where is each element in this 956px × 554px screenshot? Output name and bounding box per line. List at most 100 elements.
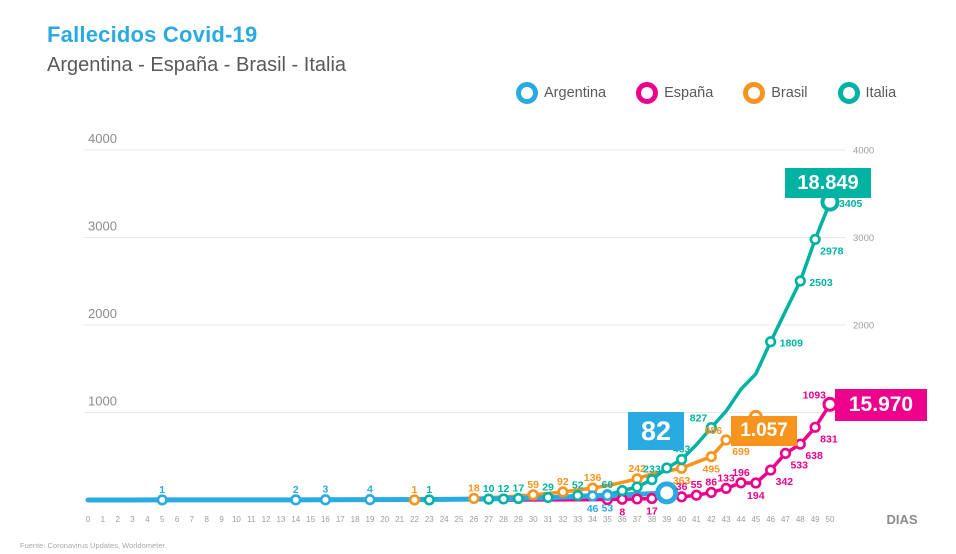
value-label-españa-36: 36: [676, 481, 688, 493]
value-label-italia-17: 17: [513, 483, 525, 495]
point-brasil-92: [557, 486, 569, 498]
x-axis-tick: 26: [469, 515, 478, 524]
point-argentina-end: [655, 481, 679, 505]
x-axis-tick: 32: [558, 515, 567, 524]
value-label-brasil-242: 242: [628, 463, 646, 475]
source-note: Fuente: Coronavirus Updates, Worldometer…: [20, 541, 167, 550]
italia-ring-icon: [837, 82, 860, 104]
point-brasil-495: [705, 451, 717, 463]
point-italia-end: [631, 481, 643, 493]
x-axis-tick: 3: [130, 515, 135, 524]
callout-espana-total: 15.970: [835, 389, 927, 421]
x-axis-tick: 49: [811, 515, 820, 524]
value-label-brasil-686: 686: [705, 425, 723, 437]
point-italia-17: [512, 492, 524, 505]
point-españa-196: [735, 477, 747, 489]
value-label-italia-1: 1: [426, 484, 432, 496]
x-axis-tick: 34: [588, 515, 597, 524]
x-axis-tick: 17: [336, 515, 345, 524]
point-italia-827: [705, 422, 717, 434]
value-label-españa-638: 638: [805, 450, 823, 462]
callout-argentina-total: 82: [628, 412, 684, 450]
legend-label-brasil: Brasil: [771, 85, 808, 101]
page-title: Fallecidos Covid-19: [47, 22, 258, 47]
x-axis-tick: 6: [175, 515, 180, 524]
header: Fallecidos Covid-19 Argentina - España -…: [47, 22, 346, 77]
point-argentina-3: [319, 494, 332, 506]
point-italia-29: [542, 491, 554, 504]
value-label-españa-342: 342: [776, 476, 794, 488]
x-axis-tick: 15: [306, 515, 315, 524]
x-axis-tick: 29: [514, 515, 523, 524]
x-axis-tick: 1: [101, 515, 106, 524]
x-axis-tick: 5: [160, 515, 165, 524]
point-italia-1: [423, 494, 435, 506]
value-label-argentina-53: 53: [602, 502, 614, 514]
x-axis-tick: 46: [766, 515, 775, 524]
point-italia-463: [675, 453, 688, 466]
x-axis-tick: 10: [232, 515, 241, 524]
legend-label-italia: Italia: [865, 85, 897, 101]
x-axis-tick: 23: [425, 515, 434, 524]
value-label-brasil-59: 59: [527, 479, 539, 491]
point-brasil-686: [720, 434, 732, 446]
value-label-españa-133: 133: [717, 472, 735, 484]
value-label-argentina-2: 2: [293, 484, 299, 496]
value-label-españa-533: 533: [790, 459, 808, 471]
value-label-brasil-363: 363: [673, 475, 691, 487]
value-label-italia-2503: 2503: [809, 277, 833, 289]
x-axis-tick: 27: [484, 515, 493, 524]
value-label-españa-55: 55: [691, 479, 703, 491]
page-subtitle: Argentina - España - Brasil - Italia: [47, 54, 347, 76]
x-axis-tick: 39: [662, 515, 671, 524]
x-axis-tick: 25: [455, 515, 464, 524]
value-label-italia-827: 827: [690, 413, 708, 425]
y-axis-label-left: 4000: [88, 131, 117, 146]
x-axis-tick: 18: [351, 515, 360, 524]
x-axis-tick: 13: [276, 515, 285, 524]
point-italia-10: [483, 493, 495, 505]
legend-label-argentina: Argentina: [544, 85, 607, 101]
x-axis-tick: 4: [145, 515, 150, 524]
point-españa-17: [646, 492, 658, 505]
x-axis-tick: 41: [692, 515, 701, 524]
y-axis-label-left: 3000: [88, 219, 117, 234]
value-label-italia-10: 10: [483, 483, 495, 495]
point-españa-194: [750, 477, 762, 489]
point-argentina-1: [156, 494, 168, 506]
x-axis-tick: 8: [204, 515, 209, 524]
callout-italia-total: 18.849: [785, 168, 871, 198]
point-brasil-18: [468, 492, 480, 505]
x-axis-tick: 2: [115, 515, 120, 524]
value-label-brasil-1: 1: [412, 484, 418, 496]
value-label-italia-52: 52: [572, 479, 584, 491]
x-axis-tick: 7: [190, 515, 195, 524]
point-argentina-2: [290, 494, 302, 506]
x-axis-tick: 42: [707, 515, 716, 524]
point-españa-342: [765, 464, 777, 476]
legend-item-brasil: Brasil: [743, 82, 808, 104]
x-axis-tick: 22: [410, 515, 419, 524]
x-axis-tick: 40: [677, 515, 686, 524]
point-españa-end: [631, 493, 643, 505]
value-label-argentina-3: 3: [323, 484, 329, 496]
value-label-italia-3405: 3405: [839, 198, 863, 210]
point-españa-638: [794, 438, 806, 450]
argentina-ring-icon: [516, 82, 538, 104]
legend-label-espana: España: [664, 85, 714, 101]
x-axis-tick: 45: [751, 515, 760, 524]
x-axis-tick: 38: [647, 515, 656, 524]
point-españa-533: [779, 447, 792, 459]
point-brasil-363: [675, 462, 688, 474]
x-axis-title: DIAS: [886, 512, 917, 527]
point-españa-36: [675, 491, 688, 503]
x-axis-tick: 24: [440, 515, 449, 524]
value-label-italia-233: 233: [643, 464, 661, 476]
espana-ring-icon: [636, 82, 659, 104]
value-label-españa-86: 86: [705, 476, 717, 488]
x-axis-tick: 44: [737, 515, 746, 524]
legend-item-italia: Italia: [837, 82, 897, 104]
value-label-argentina-4: 4: [367, 484, 373, 496]
point-argentina-4: [364, 494, 376, 506]
